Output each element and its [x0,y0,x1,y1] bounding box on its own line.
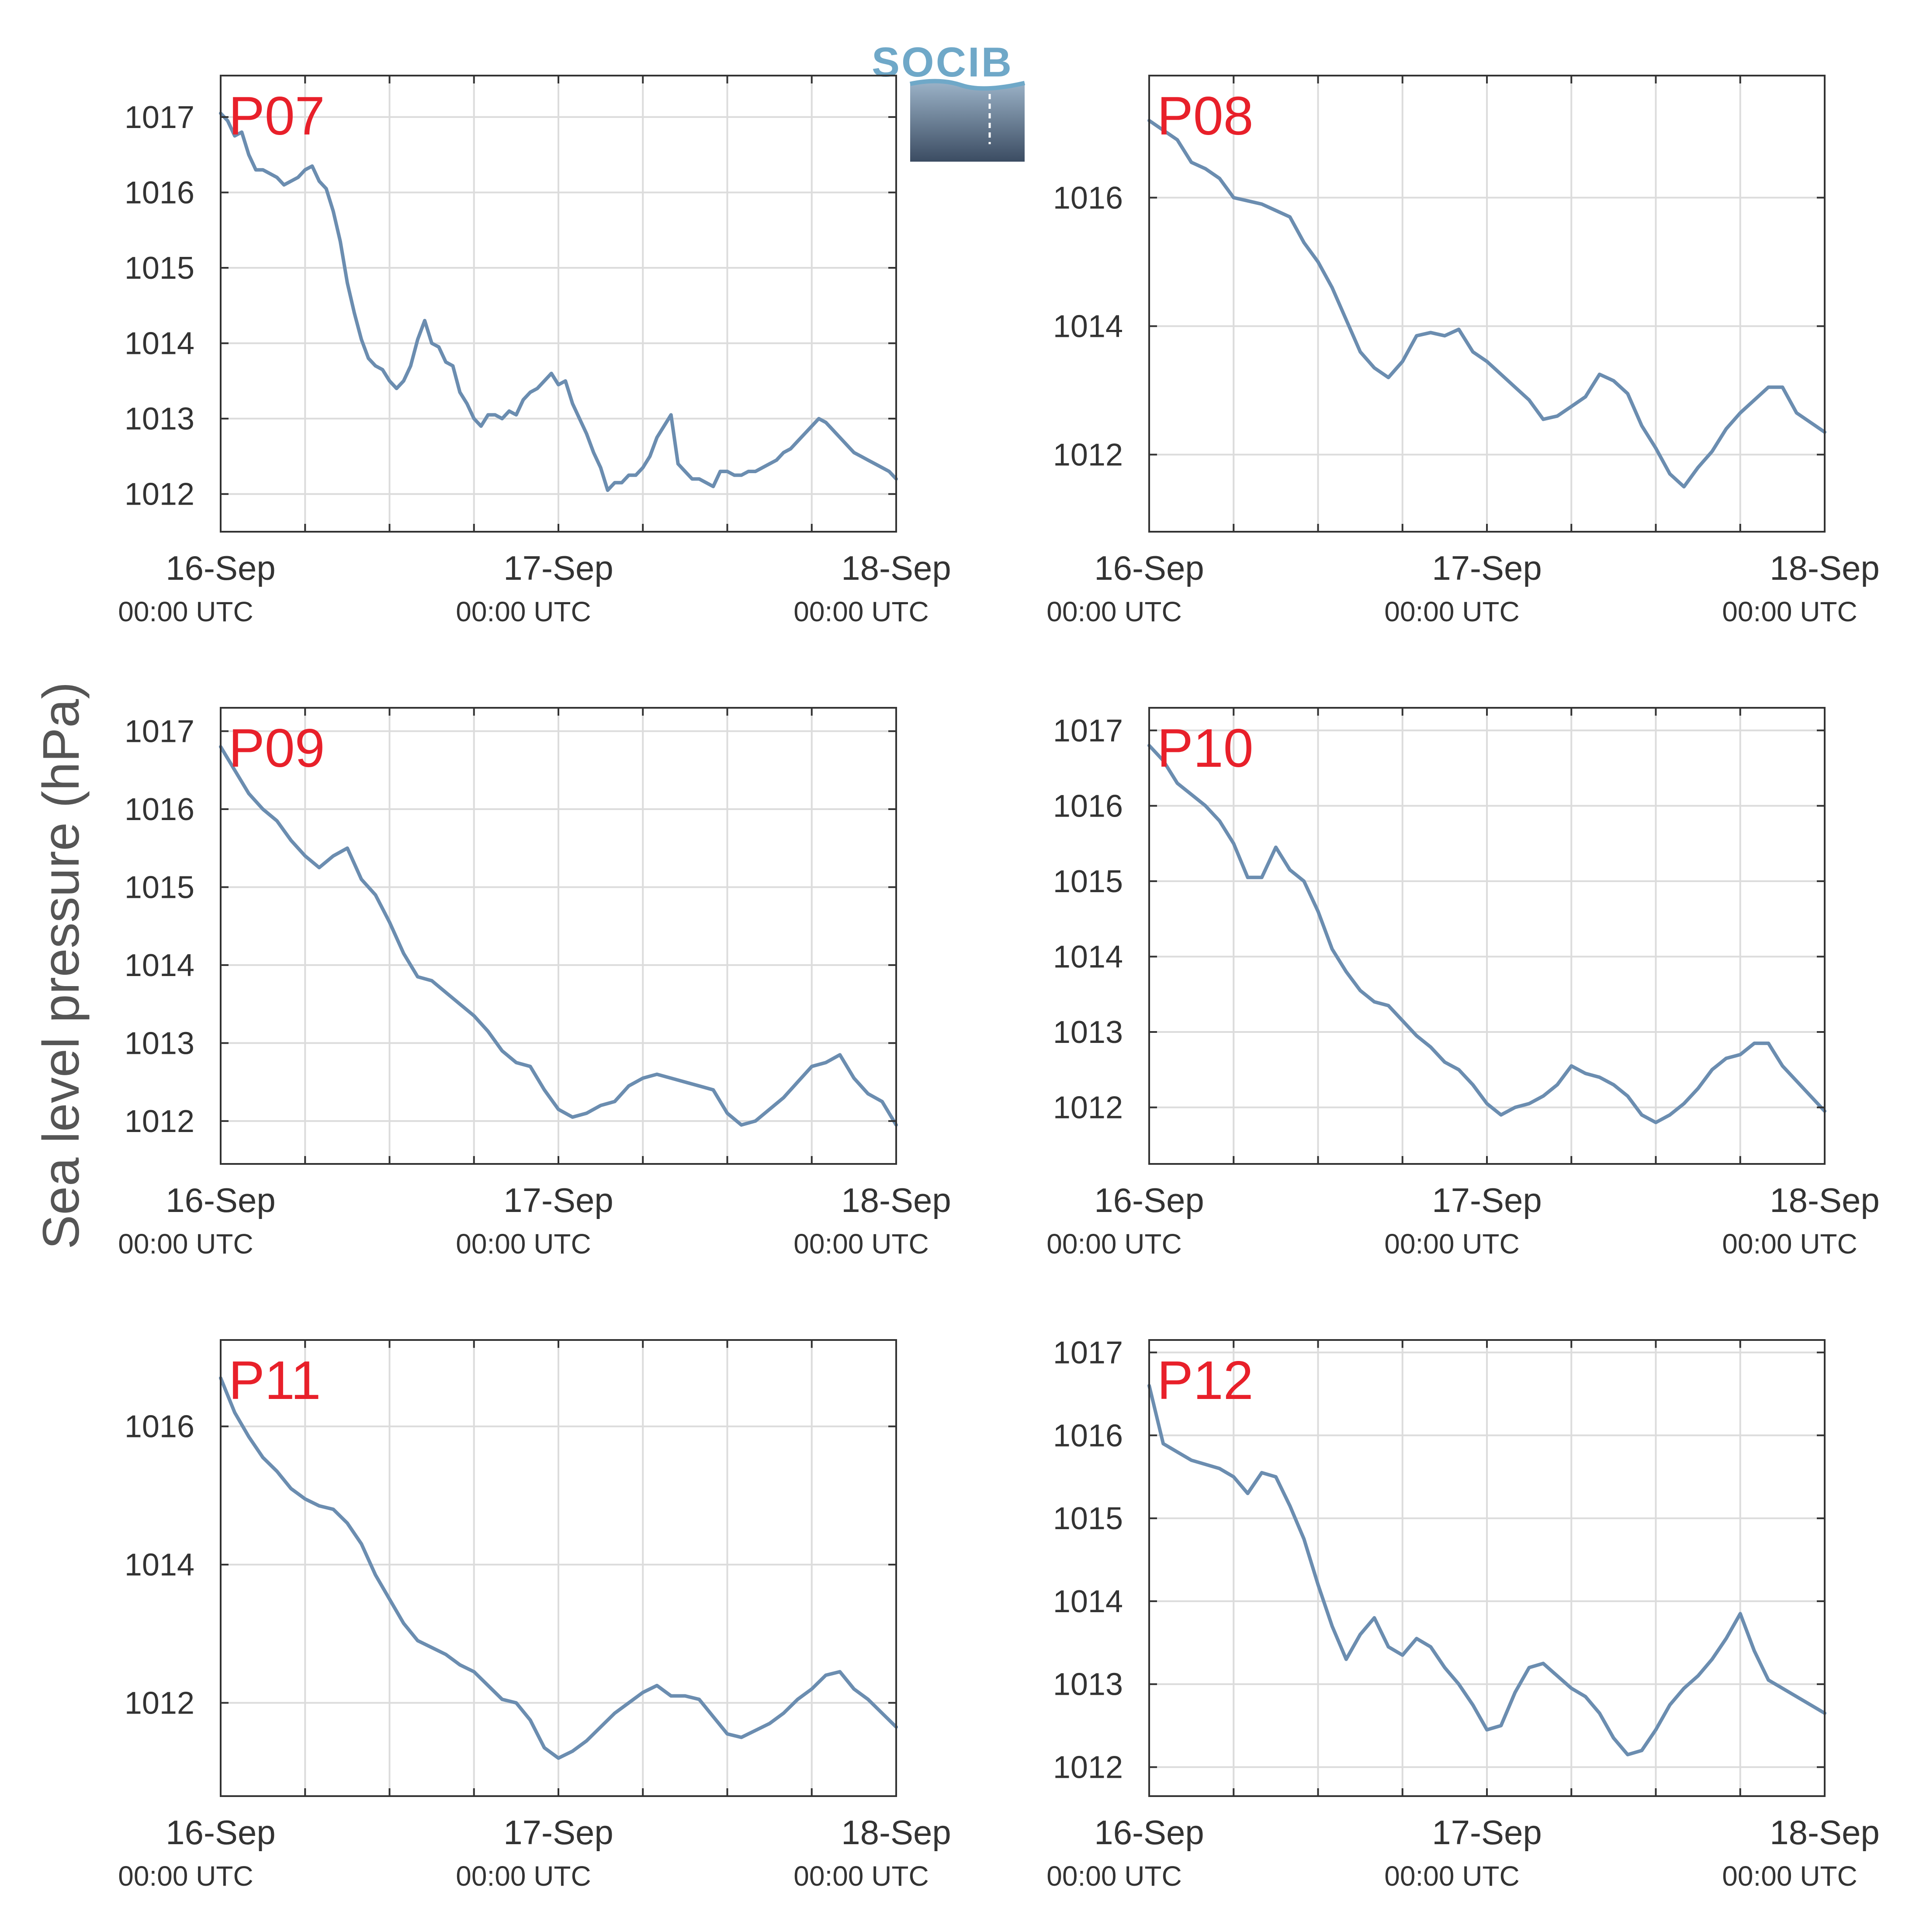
y-tick-label: 1015 [1053,1501,1123,1536]
chart-panel-p07: 1012 1013 1014 1015 1016 1017 16-Sep 00:00 UTC 1… [118,75,951,627]
y-tick-label: 1014 [1053,309,1123,344]
pressure-line-p07 [219,111,898,492]
socib-logo: SOCIB [872,39,1026,162]
x-tick-time-label: 00:00 UTC [793,596,929,627]
x-tick-date-label: 17-Sep [503,1813,613,1852]
y-tick-label: 1016 [1053,789,1123,824]
y-tick-label: 1015 [1053,864,1123,899]
y-tick-label: 1015 [125,870,194,905]
y-tick-label: 1016 [125,792,194,827]
y-tick-label: 1017 [125,714,194,749]
station-label: P11 [229,1350,321,1411]
y-tick-label: 1013 [1053,1667,1123,1702]
y-tick-label: 1017 [1053,1335,1123,1370]
pressure-line-p10 [1147,744,1826,1125]
x-tick-time-label: 00:00 UTC [793,1228,929,1260]
x-tick-date-label: 17-Sep [1432,549,1542,587]
y-tick-label: 1014 [1053,939,1123,974]
station-label: P08 [1157,86,1254,146]
y-tick-label: 1012 [1053,438,1123,473]
x-tick-date-label: 18-Sep [841,549,951,587]
station-label: P10 [1157,718,1254,779]
x-tick-time-label: 00:00 UTC [1722,596,1857,627]
pressure-line-p09 [219,745,898,1127]
pressure-line-p12 [1147,1384,1826,1757]
x-tick-date-label: 18-Sep [1770,549,1880,587]
x-tick-time-label: 00:00 UTC [118,596,253,627]
y-tick-label: 1016 [1053,180,1123,215]
x-tick-time-label: 00:00 UTC [456,1860,591,1892]
x-tick-date-label: 18-Sep [1770,1181,1880,1219]
chart-panel-p08: 1012 1014 1016 16-Sep 00:00 UTC 17-Sep 00:00 U… [1046,75,1880,627]
y-tick-label: 1017 [1053,713,1123,748]
y-tick-label: 1017 [125,100,194,135]
y-tick-label: 1014 [125,326,194,361]
chart-panel-p09: 1012 1013 1014 1015 1016 1017 16-Sep 00:00 UTC 1… [118,707,951,1260]
station-label: P07 [229,86,325,146]
x-tick-date-label: 16-Sep [166,549,276,587]
x-tick-date-label: 17-Sep [1432,1813,1542,1852]
x-tick-date-label: 16-Sep [166,1813,276,1852]
y-tick-label: 1014 [125,1548,194,1582]
x-tick-time-label: 00:00 UTC [1046,1228,1181,1260]
x-tick-date-label: 17-Sep [503,549,613,587]
chart-panel-p10: 1012 1013 1014 1015 1016 1017 16-Sep 00:00 UTC 1… [1046,707,1880,1260]
station-label: P12 [1157,1350,1254,1411]
y-tick-label: 1013 [125,402,194,436]
y-tick-label: 1014 [1053,1584,1123,1619]
pressure-line-p08 [1147,118,1826,489]
y-tick-label: 1012 [125,1686,194,1721]
x-tick-date-label: 16-Sep [1094,549,1204,587]
y-tick-label: 1012 [1053,1091,1123,1125]
x-tick-time-label: 00:00 UTC [1046,596,1181,627]
pressure-line-p11 [219,1376,898,1760]
x-tick-date-label: 18-Sep [841,1181,951,1219]
station-label: P09 [229,718,325,779]
x-tick-date-label: 18-Sep [841,1813,951,1852]
y-tick-label: 1016 [125,1409,194,1444]
x-tick-time-label: 00:00 UTC [118,1228,253,1260]
x-tick-date-label: 16-Sep [1094,1181,1204,1219]
y-tick-label: 1014 [125,948,194,983]
y-tick-label: 1015 [125,251,194,286]
socib-logo-text: SOCIB [872,39,1013,86]
chart-panel-p11: 1012 1014 1016 16-Sep 00:00 UTC 17-Sep 00:00 U… [118,1339,951,1892]
x-tick-time-label: 00:00 UTC [456,1228,591,1260]
x-tick-date-label: 17-Sep [1432,1181,1542,1219]
y-tick-label: 1016 [125,175,194,210]
y-tick-label: 1016 [1053,1418,1123,1453]
y-tick-label: 1013 [1053,1015,1123,1050]
x-tick-time-label: 00:00 UTC [793,1860,929,1892]
x-tick-time-label: 00:00 UTC [1046,1860,1181,1892]
x-tick-time-label: 00:00 UTC [1722,1228,1857,1260]
y-axis-label: Sea level pressure (hPa) [32,682,90,1250]
y-tick-label: 1012 [125,477,194,512]
x-tick-date-label: 16-Sep [166,1181,276,1219]
x-tick-date-label: 16-Sep [1094,1813,1204,1852]
y-tick-label: 1012 [1053,1750,1123,1785]
x-tick-date-label: 18-Sep [1770,1813,1880,1852]
y-tick-label: 1013 [125,1026,194,1061]
x-tick-time-label: 00:00 UTC [456,596,591,627]
chart-panel-p12: 1012 1013 1014 1015 1016 1017 16-Sep 00:00 UTC 1… [1046,1335,1880,1892]
x-tick-time-label: 00:00 UTC [1384,1860,1519,1892]
x-tick-time-label: 00:00 UTC [1722,1860,1857,1892]
y-tick-label: 1012 [125,1104,194,1139]
x-tick-time-label: 00:00 UTC [118,1860,253,1892]
x-tick-time-label: 00:00 UTC [1384,1228,1519,1260]
x-tick-time-label: 00:00 UTC [1384,596,1519,627]
x-tick-date-label: 17-Sep [503,1181,613,1219]
